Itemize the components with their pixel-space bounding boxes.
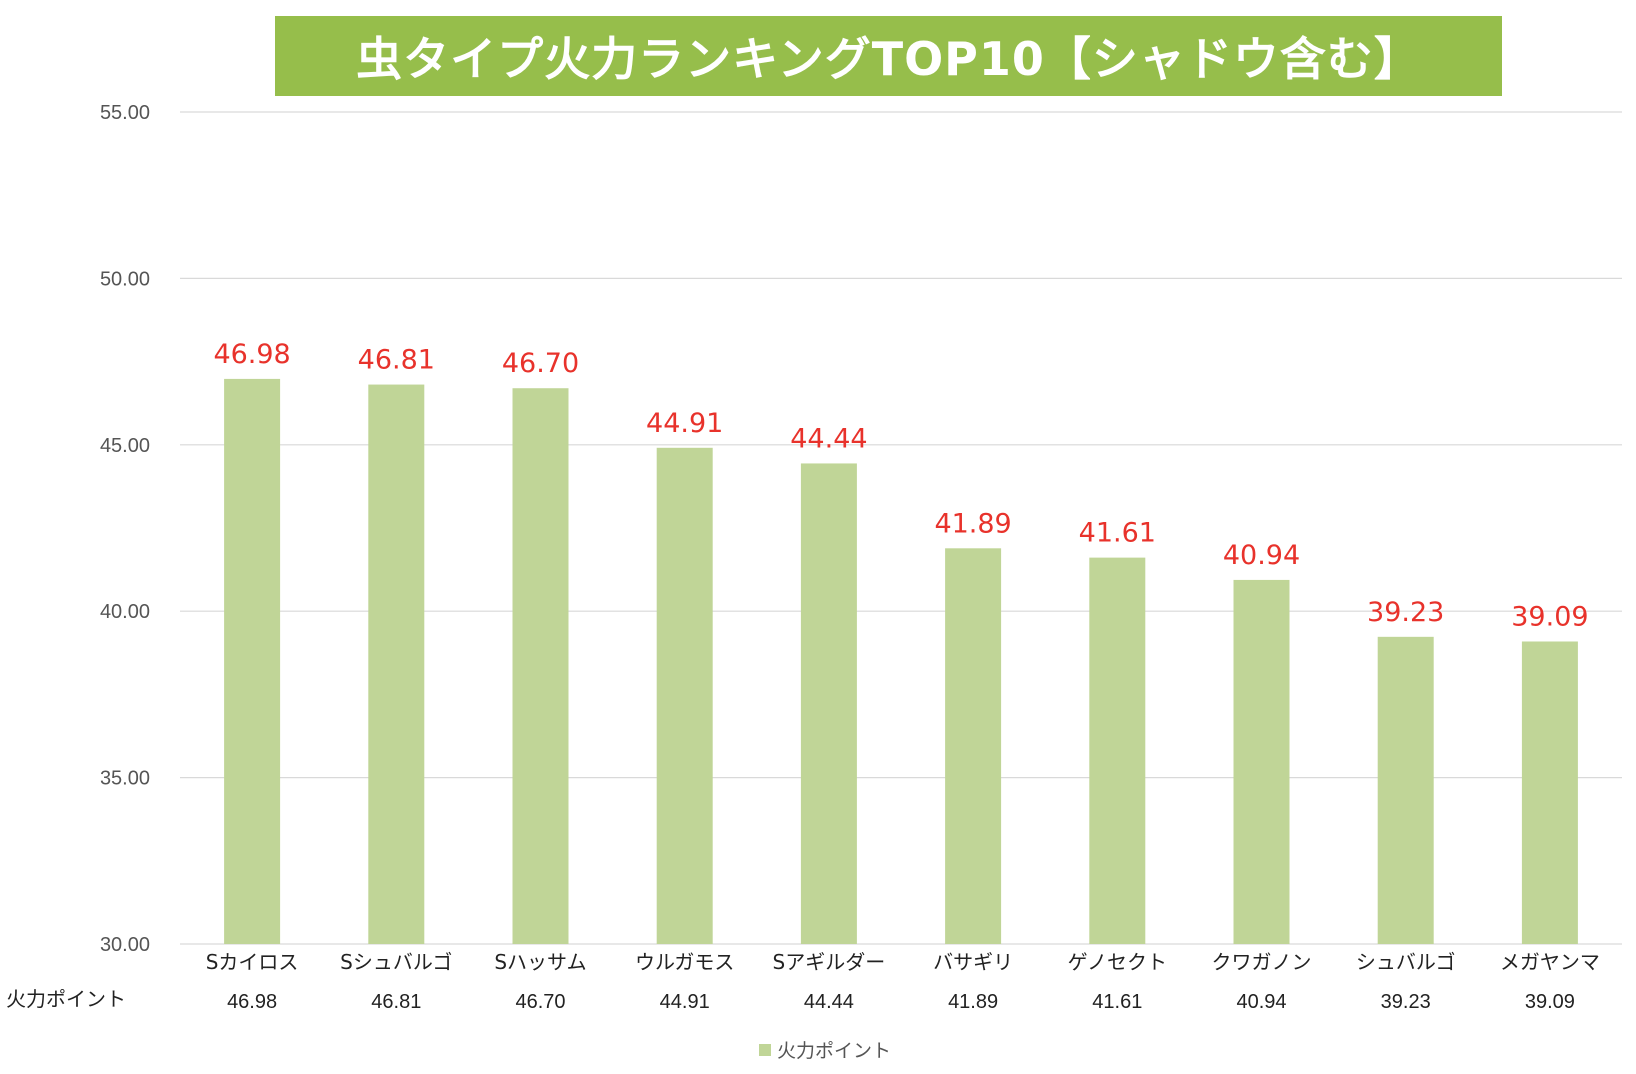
x-category-label: クワガノン — [1212, 950, 1312, 974]
bar — [368, 384, 425, 944]
data-table-value: 39.23 — [1381, 991, 1431, 1013]
legend-swatch — [758, 1043, 771, 1056]
data-label: 41.61 — [1079, 518, 1156, 549]
data-table-row-header: 火力ポイント — [6, 987, 126, 1011]
data-table-value: 44.44 — [804, 991, 854, 1013]
data-label: 44.44 — [790, 423, 867, 454]
data-label: 46.98 — [213, 339, 290, 370]
y-tick-label: 35.00 — [100, 768, 150, 790]
y-tick-label: 55.00 — [100, 102, 150, 124]
data-table-value: 39.09 — [1525, 991, 1575, 1013]
data-labels: 46.98 46.81 46.70 44.91 44.44 41.89 41.61 40.94… — [213, 339, 1588, 633]
bar — [945, 548, 1002, 944]
x-axis-categories: Sカイロス Sシュバルゴ Sハッサム ウルガモス Sアギルダー バサギリ ゲノセクト クワガノ… — [206, 950, 1600, 974]
bar — [512, 388, 569, 944]
x-category-label: Sアギルダー — [773, 950, 886, 974]
data-label: 44.91 — [646, 408, 723, 439]
data-label: 39.23 — [1367, 597, 1444, 628]
data-label: 46.81 — [358, 345, 435, 376]
y-axis-ticks: 30.00 35.00 40.00 45.00 50.00 55.00 — [100, 102, 150, 956]
bar — [1089, 557, 1146, 944]
data-table-value: 46.70 — [515, 991, 565, 1013]
y-tick-label: 45.00 — [100, 435, 150, 457]
chart-title-banner: 虫タイプ火力ランキングTOP10【シャドウ含む】 — [275, 16, 1502, 96]
data-table-value: 46.98 — [227, 991, 277, 1013]
bar — [1233, 579, 1290, 944]
x-category-label: ウルガモス — [635, 950, 734, 974]
data-table-value: 41.61 — [1092, 991, 1142, 1013]
bar — [224, 378, 281, 944]
x-category-label: Sカイロス — [206, 950, 299, 974]
data-table-value: 44.91 — [660, 991, 710, 1013]
data-label: 41.89 — [934, 508, 1011, 539]
x-category-label: メガヤンマ — [1500, 950, 1600, 974]
x-category-label: ゲノセクト — [1068, 950, 1167, 974]
bar — [800, 463, 857, 944]
legend: 火力ポイント — [0, 1036, 1636, 1063]
bar — [1521, 641, 1578, 944]
x-category-label: バサギリ — [933, 950, 1013, 974]
x-category-label: Sハッサム — [494, 950, 586, 974]
y-tick-label: 40.00 — [100, 601, 150, 623]
data-label: 40.94 — [1223, 540, 1300, 571]
x-category-label: シュバルゴ — [1356, 950, 1456, 974]
data-table-value: 40.94 — [1236, 991, 1286, 1013]
chart-title: 虫タイプ火力ランキングTOP10【シャドウ含む】 — [356, 32, 1421, 86]
data-label: 46.70 — [502, 348, 579, 379]
bar — [1377, 636, 1434, 944]
x-category-label: Sシュバルゴ — [340, 950, 452, 974]
bar — [656, 447, 713, 944]
data-table-value: 41.89 — [948, 991, 998, 1013]
bars — [224, 378, 1578, 944]
data-table: 46.98 46.81 46.70 44.91 44.44 41.89 41.61 40.94… — [6, 987, 1575, 1013]
y-tick-label: 30.00 — [100, 934, 150, 956]
data-label: 39.09 — [1511, 601, 1588, 632]
legend-label: 火力ポイント — [776, 1040, 891, 1062]
data-table-value: 46.81 — [371, 991, 421, 1013]
y-tick-label: 50.00 — [100, 268, 150, 290]
